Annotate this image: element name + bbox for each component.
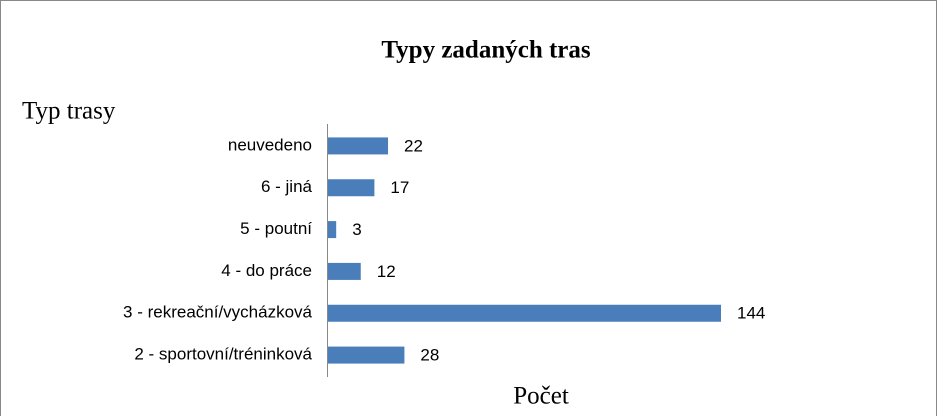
y-tick-label: 5 - poutní: [240, 219, 312, 238]
y-tick-label: 4 - do práce: [221, 261, 312, 280]
data-label: 12: [377, 262, 396, 281]
data-label: 3: [352, 220, 361, 239]
y-tick-label: 2 - sportovní/tréninková: [134, 345, 312, 364]
bar: [328, 262, 361, 280]
y-tick-label: 3 - rekreační/vycházková: [123, 303, 313, 322]
y-tick-label: 6 - jiná: [261, 177, 313, 196]
y-tick-label: neuvedeno: [228, 135, 312, 154]
data-label: 28: [420, 346, 439, 365]
data-label: 22: [404, 136, 423, 155]
bar: [328, 346, 405, 364]
y-axis-label: Typ trasy: [22, 98, 116, 125]
bar: [328, 304, 721, 322]
bar: [328, 179, 375, 197]
data-label: 17: [390, 178, 409, 197]
data-label: 144: [737, 304, 765, 323]
bar: [328, 221, 337, 239]
chart-title: Typy zadaných tras: [381, 37, 591, 64]
bar: [328, 137, 389, 155]
x-axis-label: Počet: [513, 383, 569, 410]
